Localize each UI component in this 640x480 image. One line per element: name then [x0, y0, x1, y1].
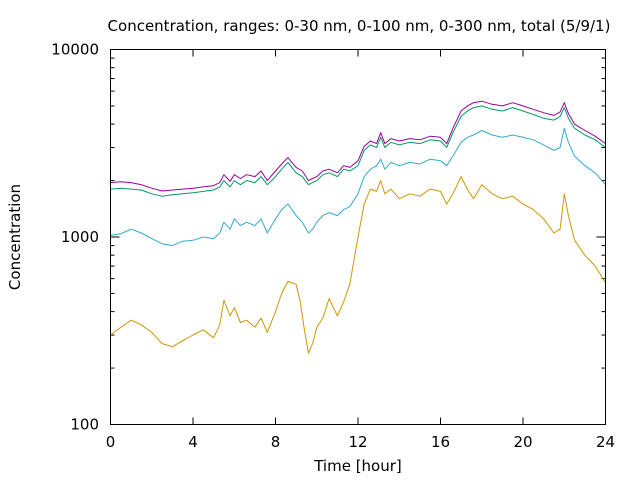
chart-title: Concentration, ranges: 0-30 nm, 0-100 nm… — [108, 17, 611, 35]
x-tick-label: 8 — [271, 433, 281, 451]
x-tick-label: 16 — [431, 433, 450, 451]
y-tick-label: 1000 — [61, 228, 99, 246]
series-line-3 — [110, 105, 606, 197]
series-line-1 — [110, 176, 606, 354]
series-group — [110, 100, 606, 354]
x-axis-label: Time [hour] — [313, 457, 402, 475]
series-line-2 — [110, 127, 606, 247]
y-tick-label: 10000 — [51, 41, 99, 59]
axis-ticks: 0 4 8 12 16 20 24 100 1000 10000 — [51, 41, 615, 452]
y-tick-label: 100 — [70, 416, 99, 434]
x-tick-label: 12 — [348, 433, 367, 451]
x-tick-label: 0 — [106, 433, 116, 451]
x-tick-label: 24 — [596, 433, 615, 451]
x-tick-label: 20 — [513, 433, 532, 451]
series-line-4 — [110, 100, 606, 192]
plot-frame — [110, 49, 606, 425]
y-axis-label: Concentration — [6, 184, 24, 290]
x-tick-label: 4 — [188, 433, 198, 451]
